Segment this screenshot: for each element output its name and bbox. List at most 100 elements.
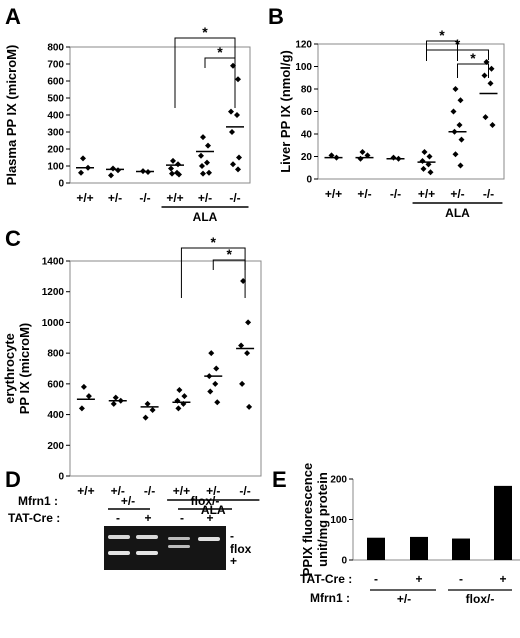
data-point bbox=[200, 134, 206, 141]
data-point bbox=[234, 112, 240, 118]
c-y-tick-label: 0 bbox=[58, 472, 64, 483]
gel-band bbox=[136, 551, 158, 555]
data-point bbox=[246, 403, 253, 410]
data-point bbox=[181, 393, 188, 400]
c-y-tick-label: 1400 bbox=[42, 257, 65, 268]
c-y-tick-label: 1000 bbox=[42, 318, 65, 329]
data-point bbox=[452, 86, 459, 92]
a-y-tick-label: 100 bbox=[47, 162, 64, 173]
c-y-axis-label: erythrocyte bbox=[2, 333, 17, 404]
gel-genotype-flox: flox/- bbox=[191, 494, 220, 508]
gel-mfrn1-label: Mfrn1 : bbox=[18, 494, 58, 508]
data-point bbox=[426, 153, 433, 160]
data-point bbox=[175, 405, 182, 412]
data-point bbox=[457, 97, 464, 104]
data-point bbox=[199, 163, 205, 169]
gel-band bbox=[198, 537, 220, 541]
data-point bbox=[213, 365, 220, 372]
e-mfrn1-label: Mfrn1 : bbox=[310, 591, 350, 605]
chart-a: 0 100 200 300 400 500 600 700 800 Plasma PP IX (m… bbox=[4, 24, 251, 224]
e-tatcre-sign: - bbox=[459, 572, 463, 586]
a-plot-frame bbox=[69, 46, 251, 184]
gel-lane1-tat: - bbox=[116, 511, 120, 525]
gel-lane3-tat: - bbox=[180, 511, 184, 525]
a-y-tick-label: 500 bbox=[47, 94, 64, 105]
data-point bbox=[80, 383, 87, 390]
data-point bbox=[235, 76, 241, 83]
gel-lane2-tat: + bbox=[144, 511, 151, 525]
data-point bbox=[488, 65, 495, 72]
data-point bbox=[244, 350, 251, 357]
gel-band-label-flox: flox bbox=[230, 542, 252, 556]
data-point bbox=[481, 72, 488, 79]
gel-panel: Mfrn1 : TAT-Cre : +/- flox/- - + - + - f… bbox=[8, 494, 252, 570]
e-y-tick-label: 200 bbox=[330, 475, 347, 486]
c-y-tick-label: 1200 bbox=[42, 287, 65, 298]
c-y-tick-label: 600 bbox=[47, 379, 64, 390]
c-category-label: -/- bbox=[144, 484, 155, 498]
c-group-label: ALA bbox=[201, 503, 226, 517]
a-y-tick-label: 700 bbox=[47, 60, 64, 71]
b-y-tick-label: 60 bbox=[301, 107, 313, 118]
gel-band bbox=[168, 545, 190, 548]
b-significance-star: * bbox=[455, 36, 461, 52]
gel-band bbox=[136, 535, 158, 539]
data-point bbox=[208, 350, 215, 357]
c-significance-bracket bbox=[180, 247, 246, 298]
data-point bbox=[390, 154, 397, 161]
data-point bbox=[236, 154, 242, 161]
c-significance-star: * bbox=[226, 246, 232, 262]
gel-band bbox=[168, 537, 190, 540]
c-y-tick-label: 400 bbox=[47, 410, 64, 421]
data-point bbox=[452, 151, 459, 158]
data-point bbox=[489, 122, 496, 128]
b-group-label: ALA bbox=[445, 206, 470, 220]
c-category-label: -/- bbox=[239, 484, 250, 498]
data-point bbox=[115, 167, 121, 174]
a-significance-star: * bbox=[202, 24, 208, 40]
data-point bbox=[239, 380, 246, 387]
data-point bbox=[168, 165, 174, 172]
b-y-tick-label: 120 bbox=[295, 40, 312, 51]
a-category-label: +/+ bbox=[76, 191, 93, 205]
e-bar bbox=[452, 538, 470, 560]
b-y-tick-label: 40 bbox=[301, 130, 313, 141]
data-point bbox=[204, 159, 210, 166]
data-point bbox=[206, 169, 212, 176]
c-y-tick-label: 200 bbox=[47, 441, 64, 452]
c-y-tick-label: 800 bbox=[47, 349, 64, 360]
gel-genotype-het: +/- bbox=[121, 494, 135, 508]
e-y-axis-label: PPIX fluorescence bbox=[300, 463, 315, 576]
e-tatcre-sign: + bbox=[415, 572, 422, 586]
data-point bbox=[169, 170, 175, 177]
data-point bbox=[230, 161, 236, 168]
data-point bbox=[238, 342, 245, 349]
panel-label-d: D bbox=[5, 467, 21, 492]
panel-label-e: E bbox=[272, 467, 287, 492]
c-significance-star: * bbox=[211, 234, 217, 250]
a-y-tick-label: 800 bbox=[47, 43, 64, 54]
a-category-label: +/- bbox=[198, 191, 212, 205]
e-y-axis-label: unit/mg protein bbox=[315, 472, 330, 567]
b-significance-star: * bbox=[470, 50, 476, 66]
c-y-axis-label: PP IX (microM) bbox=[17, 323, 32, 415]
b-category-label: +/- bbox=[450, 187, 464, 201]
c-plot-frame bbox=[69, 260, 262, 477]
e-bar bbox=[410, 536, 428, 560]
panel-label-a: A bbox=[5, 4, 21, 29]
data-point bbox=[205, 142, 211, 149]
panel-label-b: B bbox=[268, 4, 284, 29]
a-significance-bracket bbox=[204, 57, 236, 68]
b-significance-star: * bbox=[439, 27, 445, 43]
a-y-tick-label: 200 bbox=[47, 145, 64, 156]
data-point bbox=[419, 158, 426, 164]
gel-image bbox=[104, 526, 226, 570]
e-tatcre-label: TAT-Cre : bbox=[300, 572, 352, 586]
data-point bbox=[110, 400, 117, 407]
e-y-tick-label: 0 bbox=[341, 556, 347, 567]
data-point bbox=[108, 172, 114, 179]
b-category-label: +/- bbox=[357, 187, 371, 201]
a-y-tick-label: 300 bbox=[47, 128, 64, 139]
b-y-tick-label: 20 bbox=[301, 152, 313, 163]
